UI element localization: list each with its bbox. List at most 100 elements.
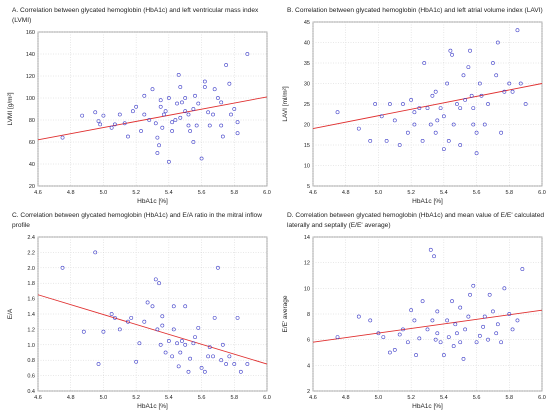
data-point-a	[186, 112, 191, 117]
x-tick-label-a: 5.6	[198, 190, 206, 196]
x-tick-label-a: 4.8	[67, 190, 75, 196]
data-point-a	[211, 112, 215, 117]
x-tick-label-d: 6.0	[538, 395, 546, 401]
data-point-b	[491, 61, 495, 65]
data-point-c	[134, 359, 139, 364]
y-tick-label-c: 0.8	[27, 358, 35, 364]
data-point-a	[80, 113, 85, 118]
plot-area-a	[37, 31, 268, 187]
y-tick-label-c: 0.6	[27, 374, 35, 380]
x-tick-label-a: 5.2	[132, 190, 140, 196]
y-tick-label-d: 10	[304, 286, 310, 292]
data-point-b	[469, 93, 474, 98]
y-tick-label-a: 80	[29, 118, 35, 124]
data-point-a	[175, 101, 179, 106]
data-point-d	[510, 327, 515, 332]
x-axis-label-b: HbA1c [%]	[412, 198, 443, 205]
data-point-b	[502, 89, 507, 94]
y-axis-label-a: LVMI [g/m²]	[7, 92, 14, 125]
y-tick-label-a: 40	[29, 162, 35, 168]
data-point-b	[451, 122, 456, 127]
data-point-a	[153, 121, 158, 126]
x-tick-label-c: 5.6	[198, 395, 206, 401]
data-point-a	[134, 104, 139, 109]
data-point-c	[109, 312, 114, 316]
data-point-a	[191, 107, 196, 111]
data-point-b	[441, 147, 446, 152]
x-tick-label-c: 5.8	[230, 395, 238, 401]
x-tick-label-b: 5.8	[505, 190, 513, 196]
x-axis-label-c: HbA1c [%]	[137, 403, 168, 410]
data-point-c	[170, 354, 175, 359]
data-point-a	[117, 112, 122, 117]
data-point-d	[507, 312, 512, 316]
data-point-b	[433, 89, 438, 94]
y-axis-label-c: E/A	[7, 308, 14, 319]
x-tick-label-d: 5.0	[375, 395, 383, 401]
data-point-c	[81, 329, 86, 334]
data-point-b	[494, 73, 499, 78]
data-point-d	[430, 318, 435, 323]
data-point-c	[145, 300, 150, 305]
y-tick-label-d: 8	[307, 312, 310, 318]
data-point-d	[491, 309, 495, 314]
x-tick-label-c: 5.0	[100, 395, 108, 401]
data-point-d	[446, 335, 451, 340]
data-point-a	[139, 129, 143, 133]
data-point-c	[160, 323, 165, 328]
data-point-d	[392, 348, 397, 352]
data-point-a	[173, 118, 178, 122]
data-point-b	[420, 138, 425, 143]
x-tick-label-d: 5.8	[505, 395, 513, 401]
data-point-a	[202, 79, 207, 84]
data-point-a	[142, 112, 147, 117]
data-point-a	[166, 159, 171, 164]
data-point-d	[515, 318, 520, 323]
y-tick-label-a: 160	[26, 30, 35, 36]
data-point-b	[392, 118, 397, 123]
data-point-d	[412, 318, 417, 323]
data-point-a	[112, 122, 117, 127]
data-point-c	[238, 369, 243, 374]
data-point-d	[435, 331, 440, 336]
data-point-b	[515, 28, 520, 33]
data-point-d	[405, 340, 410, 345]
data-point-a	[158, 104, 163, 109]
data-point-a	[212, 87, 217, 92]
data-point-b	[401, 102, 405, 106]
data-point-c	[171, 304, 176, 309]
data-point-d	[461, 357, 466, 361]
data-point-d	[463, 327, 468, 332]
chart-title-b: B. Correlation between glycated hemoglob…	[287, 7, 543, 14]
data-point-b	[461, 73, 466, 78]
data-point-c	[206, 354, 211, 359]
data-point-c	[166, 339, 171, 343]
data-point-a	[178, 85, 183, 89]
data-point-b	[384, 138, 389, 143]
data-point-b	[379, 114, 384, 119]
data-point-d	[474, 340, 479, 345]
x-tick-label-c: 5.4	[165, 395, 173, 401]
data-point-d	[458, 305, 463, 310]
data-point-b	[450, 52, 454, 57]
y-tick-label-d: 2	[307, 389, 310, 395]
data-point-b	[477, 81, 482, 86]
data-point-c	[216, 265, 220, 270]
data-point-c	[202, 369, 207, 374]
data-point-a	[245, 52, 250, 56]
data-point-a	[227, 81, 232, 86]
chart-title-a: A. Correlation between glycated hemoglob…	[12, 7, 259, 24]
data-point-d	[368, 318, 373, 323]
data-point-b	[445, 81, 450, 86]
data-point-b	[368, 138, 373, 143]
data-point-a	[162, 112, 166, 117]
data-point-c	[207, 345, 212, 350]
data-point-d	[499, 340, 504, 345]
data-point-b	[428, 122, 433, 127]
plot-area-c	[37, 236, 268, 392]
data-point-a	[157, 143, 161, 148]
data-point-c	[112, 315, 117, 320]
data-point-c	[160, 314, 165, 319]
data-point-a	[229, 112, 233, 117]
